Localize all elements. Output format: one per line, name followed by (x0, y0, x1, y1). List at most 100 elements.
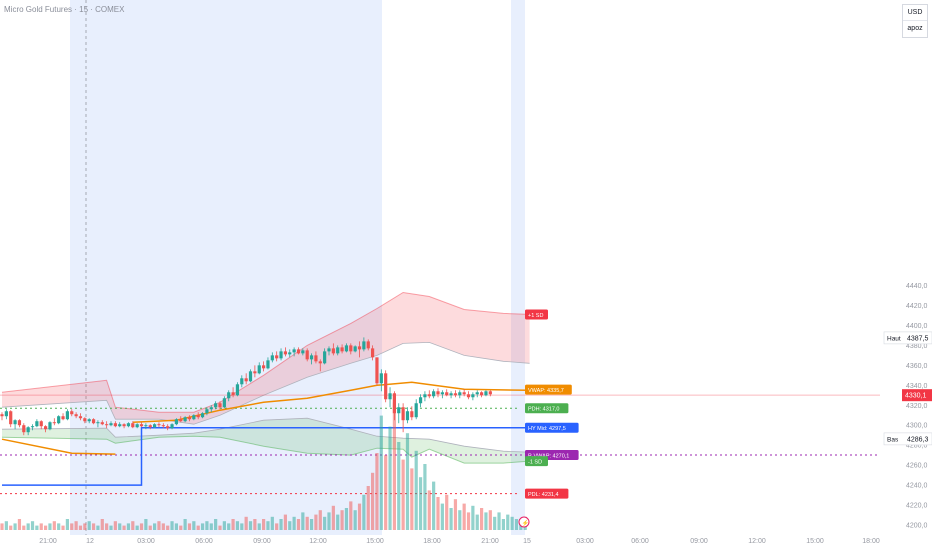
candle (4, 411, 8, 417)
volume-bar (118, 523, 122, 530)
candle (52, 422, 56, 424)
candle (336, 347, 340, 354)
volume-bar (366, 486, 370, 530)
candle (13, 420, 17, 425)
volume-bar (9, 525, 13, 530)
candle (262, 365, 266, 369)
volume-bar (248, 521, 253, 530)
hy-mid-line (2, 426, 530, 486)
lower-band-1sd-line (1, 417, 530, 453)
candle (157, 424, 161, 426)
candle (231, 392, 235, 396)
candle (70, 411, 74, 415)
volume-bar (318, 510, 322, 530)
candle (26, 427, 30, 433)
volume-bar (375, 453, 379, 530)
candle (436, 391, 440, 395)
volume-bar (192, 521, 196, 530)
candle (244, 378, 248, 382)
volume-bar (183, 519, 187, 530)
level-label-bg (525, 384, 572, 395)
volume-bar (126, 523, 131, 530)
y-tick-label: 4340,0 (906, 383, 928, 390)
volume-bar (4, 521, 8, 530)
level-label: PDL: 4231,4 (528, 492, 559, 498)
candle (288, 352, 292, 355)
volume-bar (257, 523, 261, 530)
currency-selector[interactable]: USD apoz (902, 4, 928, 38)
candle (283, 351, 287, 355)
volume-bar (253, 519, 257, 530)
candle (179, 419, 183, 422)
x-tick-label: 15:00 (806, 538, 824, 545)
candle (458, 392, 462, 396)
volume-bar (0, 523, 4, 530)
volume-bar (30, 521, 35, 530)
candle (353, 346, 357, 352)
candle (205, 409, 209, 414)
candle (309, 355, 314, 360)
price-tag-value: 4387,5 (907, 335, 929, 342)
candle (410, 411, 414, 418)
volume-bar (135, 525, 139, 530)
volume-bar (148, 525, 152, 530)
volume-bar (122, 525, 126, 530)
volume-bar (57, 523, 61, 530)
volume-bar (458, 510, 462, 530)
candle (78, 416, 83, 419)
x-tick-label: 12:00 (748, 538, 766, 545)
candle (384, 373, 388, 400)
symbol-title[interactable]: Micro Gold Futures · 15 · COMEX (4, 5, 125, 14)
volume-bar (109, 525, 113, 530)
candle (357, 346, 362, 350)
candle (39, 421, 43, 427)
x-tick-label: 12 (86, 538, 94, 545)
y-tick-label: 4300,0 (906, 423, 928, 430)
volume-bar (323, 516, 327, 530)
candle (397, 407, 401, 414)
candle (240, 378, 244, 385)
volume-bar (292, 516, 296, 530)
volume-bar (327, 512, 331, 530)
level-label-bg (525, 488, 569, 499)
volume-bar (514, 519, 519, 530)
y-tick-label: 4260,0 (906, 463, 928, 470)
level-label: HY Mid: 4297,5 (528, 426, 566, 432)
candle (366, 341, 370, 349)
volume-bar (179, 525, 183, 530)
y-tick-label: 4200,0 (906, 523, 928, 530)
candle (161, 425, 165, 427)
candle (105, 424, 109, 426)
candle (340, 347, 344, 352)
candle (144, 425, 148, 427)
candle (427, 394, 431, 397)
volume-bar (384, 455, 388, 530)
x-tick-label: 09:00 (690, 538, 708, 545)
candle (305, 350, 309, 360)
volume-bar (484, 512, 488, 530)
candle (388, 393, 392, 400)
volume-bar (405, 433, 410, 530)
candle (9, 411, 13, 425)
scale-mode-label: apoz (907, 25, 923, 32)
x-tick-label: 18:00 (862, 538, 880, 545)
candle (214, 403, 218, 408)
candle (331, 348, 335, 354)
candle (153, 424, 157, 428)
price-tag-label: Haut (887, 335, 901, 342)
volume-bar (61, 525, 65, 530)
candle (57, 416, 61, 424)
volume-bar (83, 523, 87, 530)
y-tick-label: 4280,0 (906, 443, 928, 450)
candle (270, 355, 274, 361)
volume-bar (331, 505, 335, 530)
volume-bar (91, 523, 96, 530)
volume-bar (488, 510, 492, 530)
volume-bar (275, 523, 279, 530)
candle (218, 403, 222, 408)
level-label: +1 SD (528, 313, 543, 319)
candle (292, 349, 296, 353)
current-price-value: 4330,1 (905, 393, 927, 400)
